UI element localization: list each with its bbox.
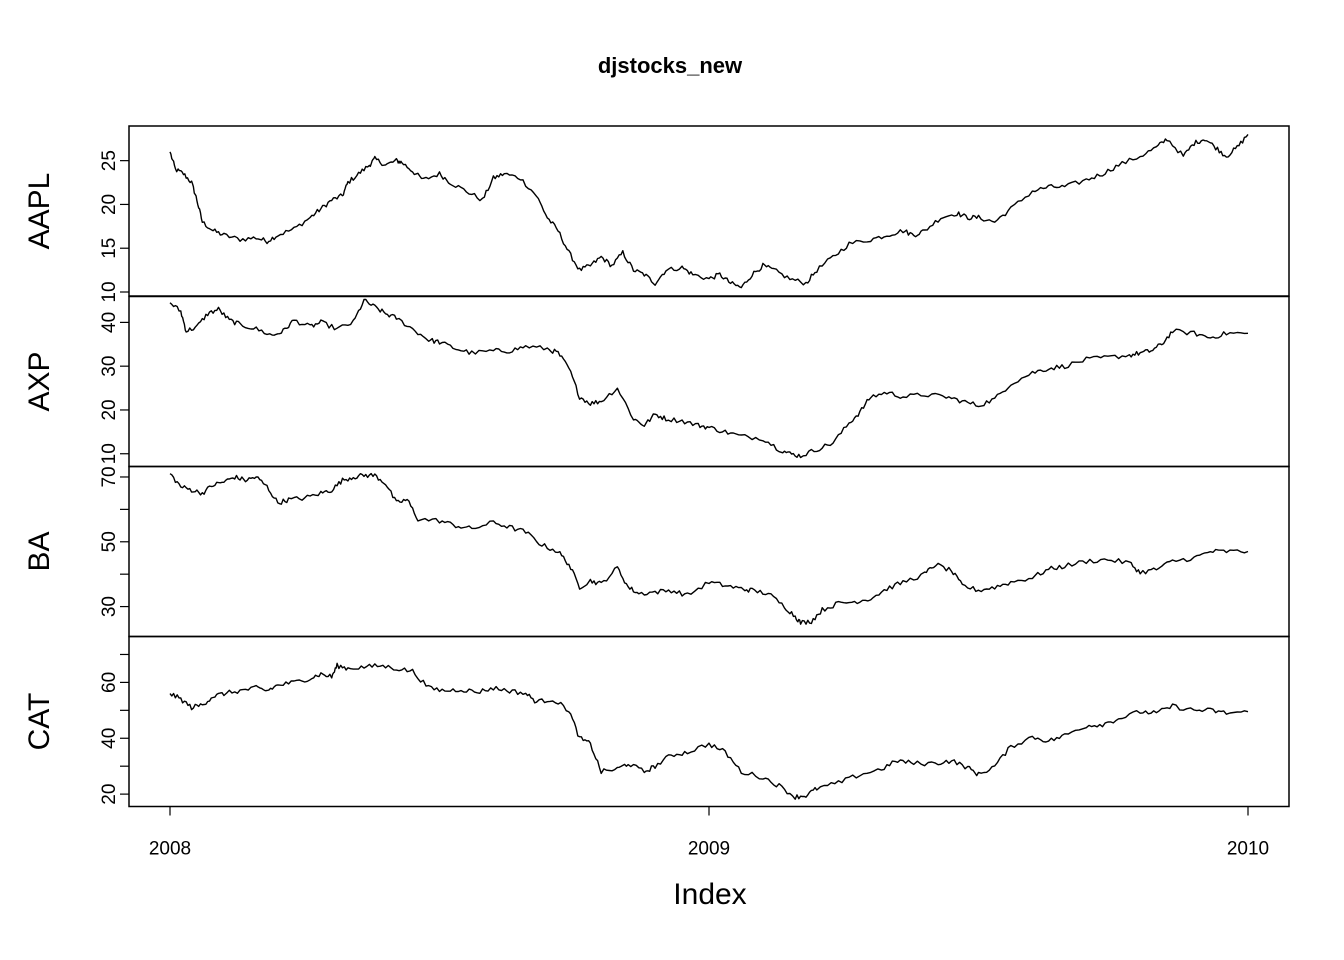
y-tick-label-ba-70: 70: [99, 466, 120, 487]
y-tick-label-axp-30: 30: [99, 356, 120, 377]
y-tick-label-aapl-15: 15: [99, 238, 120, 259]
series-line-aapl: [169, 133, 1249, 289]
x-tick-label-2010: 2010: [1227, 839, 1269, 860]
y-tick-label-aapl-20: 20: [99, 194, 120, 215]
panel-ba: 30 50 70 BA: [23, 465, 1290, 638]
y-tick-label-axp-40: 40: [99, 312, 120, 333]
panels: 10 15 20 25 AAPL 10 20 30 40 AXP 30 50 70 BA 20 40 60 CAT: [23, 125, 1290, 808]
series-label-cat: CAT: [23, 693, 56, 751]
y-tick-label-axp-20: 20: [99, 399, 120, 420]
x-tick-label-2008: 2008: [149, 839, 191, 860]
y-tick-label-axp-10: 10: [99, 443, 120, 464]
y-tick-label-aapl-10: 10: [99, 281, 120, 302]
y-tick-label-ba-30: 30: [99, 596, 120, 617]
panel-frame-aapl: [128, 125, 1290, 297]
panel-axp: 10 20 30 40 AXP: [23, 295, 1290, 468]
y-tick-label-cat-20: 20: [99, 784, 120, 805]
x-axis-label: Index: [673, 878, 746, 911]
y-tick-label-ba-50: 50: [99, 531, 120, 552]
y-tick-label-aapl-25: 25: [99, 150, 120, 171]
panel-cat: 20 40 60 CAT: [23, 635, 1290, 808]
chart-title: djstocks_new: [598, 53, 743, 78]
panel-frame-ba: [128, 465, 1290, 638]
y-tick-label-cat-40: 40: [99, 728, 120, 749]
x-axis: 2008 2009 2010: [149, 806, 1269, 860]
series-label-ba: BA: [23, 531, 56, 571]
series-label-axp: AXP: [23, 351, 56, 411]
panel-frame-axp: [128, 295, 1290, 468]
series-label-aapl: AAPL: [23, 173, 56, 250]
x-tick-label-2009: 2009: [688, 839, 730, 860]
series-line-cat: [169, 662, 1249, 800]
series-line-axp: [169, 298, 1249, 459]
y-tick-label-cat-60: 60: [99, 672, 120, 693]
panel-aapl: 10 15 20 25 AAPL: [23, 125, 1290, 303]
series-line-ba: [169, 472, 1249, 625]
